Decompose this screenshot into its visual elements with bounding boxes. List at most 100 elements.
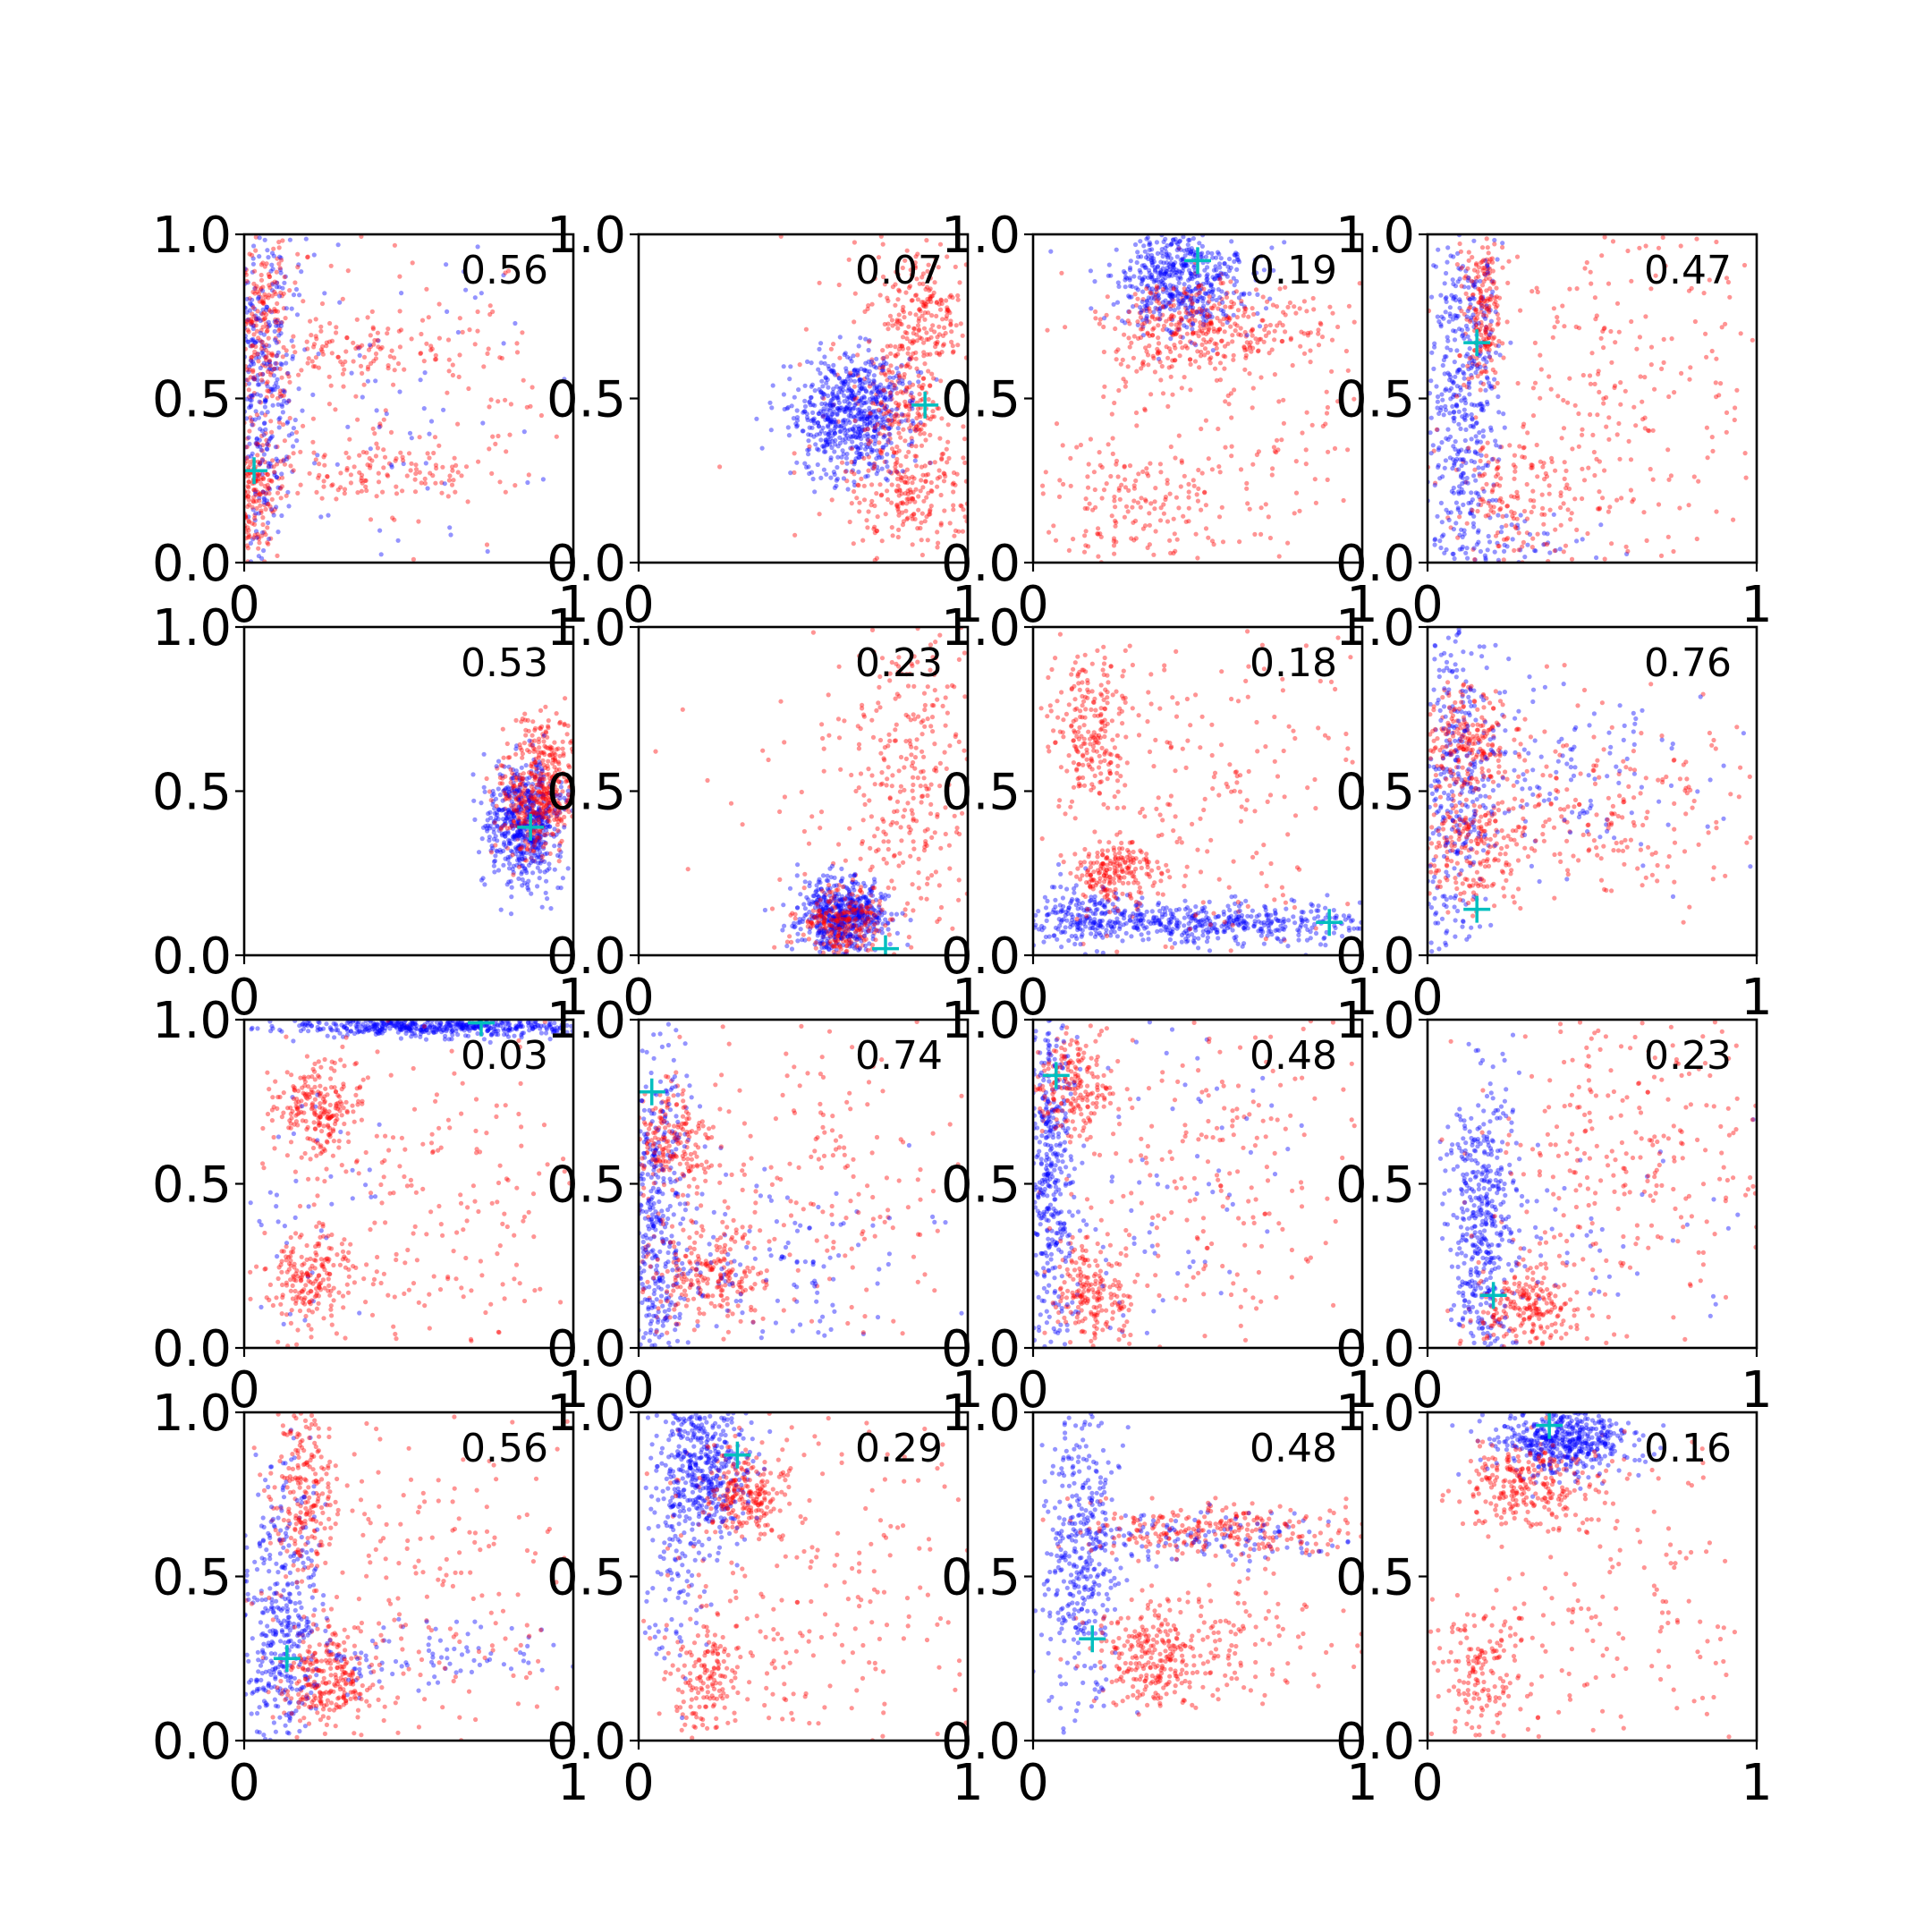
scatter-point	[808, 402, 813, 408]
scatter-point	[1471, 473, 1477, 479]
scatter-point	[1227, 304, 1233, 309]
scatter-point	[255, 382, 261, 387]
scatter-point	[553, 775, 559, 782]
scatter-point	[361, 354, 368, 360]
scatter-point	[896, 527, 902, 533]
scatter-point	[1197, 290, 1202, 295]
scatter-point	[1470, 354, 1475, 360]
scatter-point	[937, 474, 943, 479]
scatter-point	[920, 485, 926, 490]
scatter-point	[1175, 297, 1181, 302]
scatter-point	[843, 431, 848, 436]
scatter-point	[878, 450, 884, 455]
scatter-point	[526, 728, 531, 733]
scatter-point	[558, 817, 564, 822]
scatter-point	[826, 415, 831, 420]
scatter-point	[271, 513, 276, 518]
scatter-point	[1225, 264, 1231, 269]
scatter-point	[246, 317, 251, 322]
scatter-point	[1237, 539, 1242, 545]
scatter-point	[284, 348, 289, 353]
scatter-point	[844, 404, 851, 410]
scatter-point	[1188, 361, 1193, 367]
scatter-point	[838, 424, 843, 429]
scatter-point	[1453, 402, 1459, 407]
scatter-point	[1206, 535, 1211, 540]
scatter-point	[903, 403, 909, 409]
scatter-point	[828, 428, 834, 433]
scatter-point	[1471, 402, 1477, 408]
scatter-point	[508, 402, 514, 407]
scatter-point	[881, 394, 886, 399]
scatter-point	[1096, 526, 1101, 531]
scatter-point	[1445, 259, 1450, 265]
scatter-point	[835, 394, 841, 400]
scatter-point	[1133, 285, 1139, 291]
scatter-point	[928, 432, 933, 437]
scatter-point	[1174, 254, 1180, 259]
scatter-point	[1178, 484, 1183, 489]
scatter-point	[1465, 326, 1470, 332]
scatter-point	[355, 490, 360, 496]
scatter-point	[1241, 304, 1247, 309]
scatter-point	[1478, 387, 1483, 393]
scatter-point	[823, 417, 828, 422]
scatter-point	[1637, 335, 1642, 340]
scatter-point	[1178, 257, 1183, 263]
scatter-point	[847, 406, 852, 411]
scatter-point	[1453, 467, 1459, 472]
scatter-point	[520, 801, 525, 807]
scatter-point	[1180, 345, 1185, 351]
scatter-point	[1625, 548, 1631, 554]
scatter-point	[530, 782, 536, 787]
scatter-point	[531, 803, 537, 809]
scatter-point	[263, 354, 268, 360]
scatter-point	[1143, 345, 1148, 351]
scatter-point	[490, 434, 496, 439]
scatter-point	[1219, 504, 1224, 510]
scatter-point	[1137, 275, 1142, 280]
scatter-point	[1576, 444, 1581, 449]
scatter-point	[914, 338, 919, 343]
scatter-point	[1438, 500, 1444, 506]
scatter-point	[861, 497, 868, 503]
scatter-point	[277, 254, 283, 259]
scatter-point	[248, 404, 253, 410]
scatter-point	[917, 412, 922, 418]
scatter-point	[1186, 237, 1191, 242]
scatter-point	[916, 373, 921, 378]
scatter-point	[281, 457, 286, 462]
scatter-point	[504, 449, 509, 454]
scatter-point	[1199, 470, 1205, 476]
scatter-point	[941, 470, 946, 476]
scatter-point	[565, 801, 571, 807]
scatter-point	[1225, 341, 1231, 346]
scatter-point	[899, 478, 904, 483]
scatter-point	[1446, 388, 1453, 394]
scatter-point	[932, 329, 937, 335]
scatter-point	[264, 343, 269, 348]
scatter-point	[944, 316, 949, 321]
scatter-point	[1494, 294, 1499, 300]
scatter-point	[1157, 316, 1163, 322]
scatter-point	[952, 533, 957, 538]
scatter-point	[865, 427, 870, 432]
scatter-point	[1206, 327, 1211, 333]
scatter-point	[555, 822, 560, 827]
scatter-point	[1488, 297, 1494, 302]
scatter-point	[1352, 396, 1357, 402]
scatter-point	[1156, 270, 1161, 275]
scatter-point	[528, 403, 533, 409]
scatter-point	[836, 375, 842, 381]
scatter-point	[1479, 369, 1485, 375]
scatter-point	[1285, 304, 1291, 309]
scatter-point	[1472, 460, 1478, 465]
scatter-point	[555, 798, 561, 803]
scatter-point	[887, 432, 893, 437]
scatter-point	[889, 482, 894, 487]
scatter-point	[536, 740, 542, 745]
scatter-point	[855, 369, 860, 374]
scatter-point	[1466, 275, 1471, 280]
scatter-point	[1140, 469, 1146, 475]
scatter-point	[1484, 313, 1489, 318]
